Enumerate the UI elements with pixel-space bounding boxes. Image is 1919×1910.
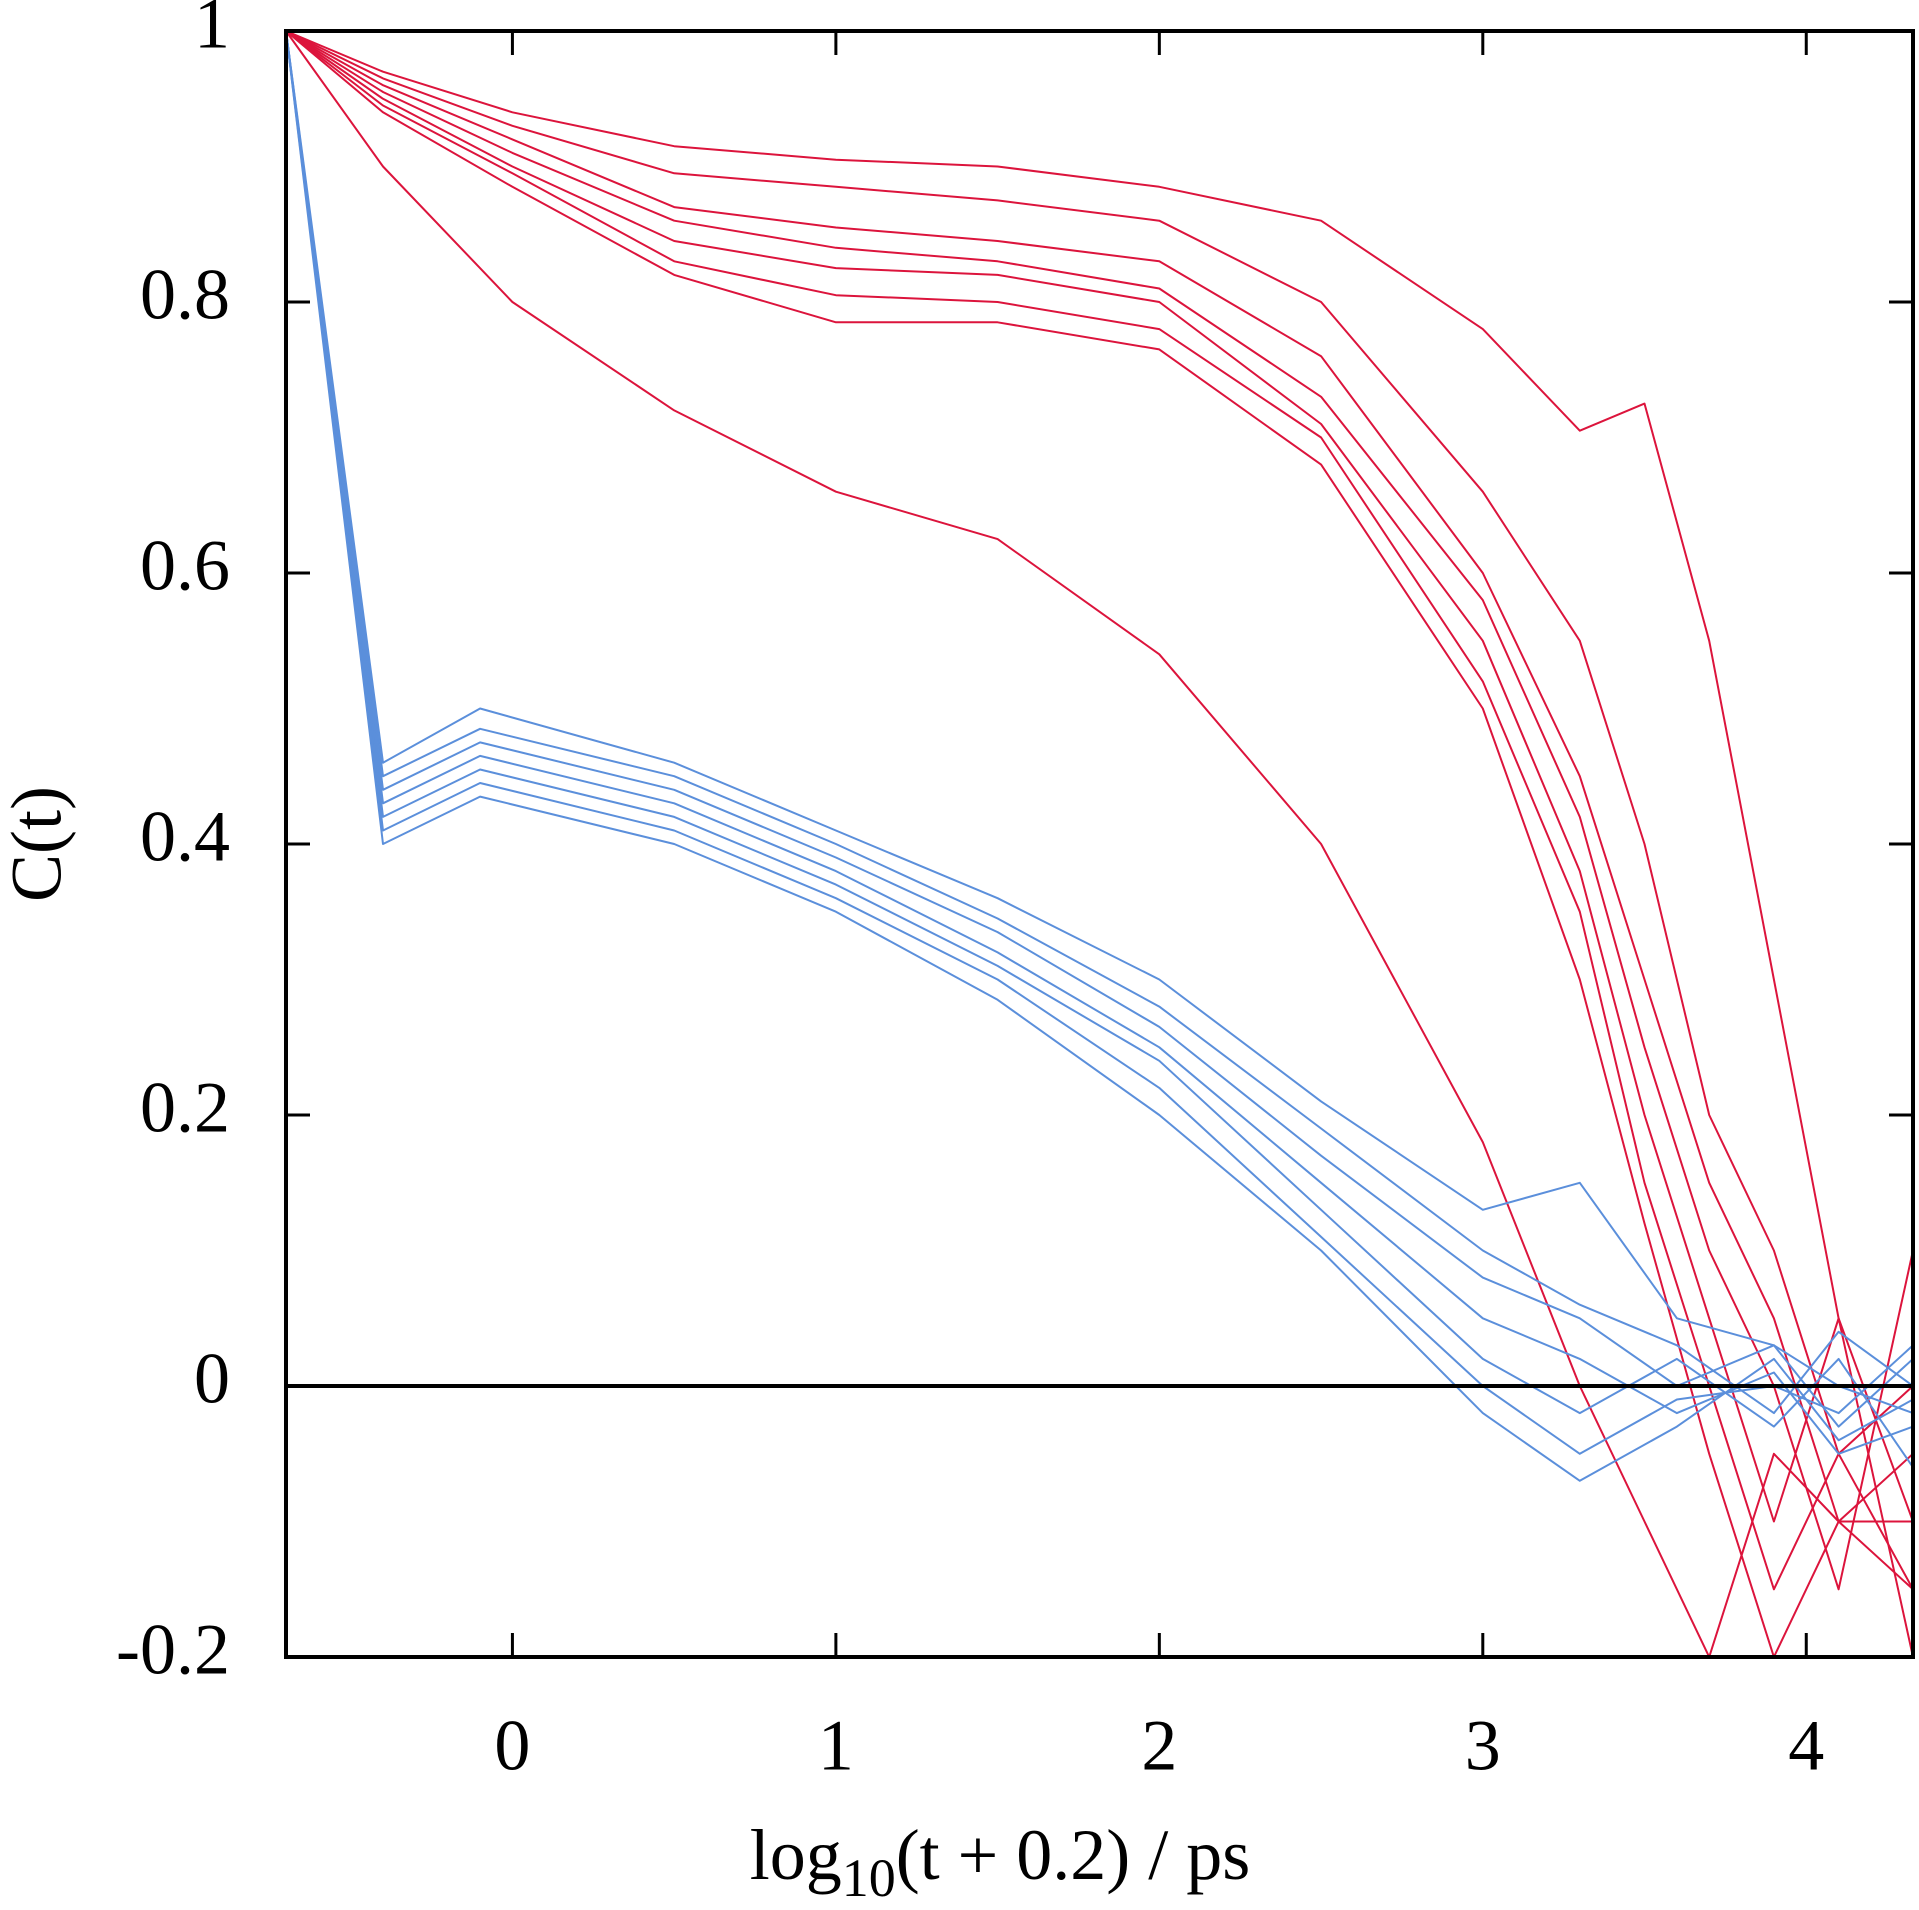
series-line — [285, 30, 1913, 1658]
x-tick-label: 3 — [1465, 1706, 1501, 1786]
series-line — [285, 30, 1914, 1482]
x-tick-label: 1 — [818, 1706, 854, 1786]
y-tick-label: 0.4 — [140, 797, 230, 877]
x-tick-label: 2 — [1141, 1706, 1177, 1786]
series-line — [285, 30, 1914, 1590]
x-tick-label: 4 — [1788, 1706, 1824, 1786]
x-label-subscript: 10 — [842, 1848, 896, 1908]
y-tick-label: 1 — [194, 0, 230, 64]
series-line — [285, 30, 1914, 1658]
series-line — [285, 30, 1914, 1591]
series-line — [285, 30, 1914, 1415]
axes: 1 0.8 0.6 0.4 0.2 0 -0.2 0 1 2 3 4 — [116, 0, 1915, 1786]
series-line — [285, 30, 1914, 1428]
x-label-rest: (t + 0.2) / ps — [896, 1815, 1251, 1895]
y-axis-label: C(t) — [0, 786, 77, 902]
y-tick-label: 0 — [194, 1339, 230, 1419]
y-tick-label: -0.2 — [116, 1610, 230, 1690]
series-line — [285, 30, 1914, 1591]
series-line — [285, 30, 1914, 1523]
series-line — [285, 30, 1914, 1455]
series-line — [285, 30, 1914, 1455]
series-line — [285, 30, 1914, 1522]
y-tick-label: 0.6 — [140, 526, 230, 606]
plot-lines — [285, 30, 1914, 1658]
series-line — [285, 30, 1914, 1468]
series-line — [285, 30, 1914, 1415]
x-axis-label: log10(t + 0.2) / ps — [750, 1815, 1251, 1909]
y-tick-label: 0.8 — [140, 255, 230, 335]
x-label-base: log — [750, 1815, 842, 1895]
series-line — [285, 30, 1914, 1658]
plot-frame — [284, 29, 1915, 1659]
x-tick-label: 0 — [494, 1706, 530, 1786]
y-tick-label: 0.2 — [140, 1068, 230, 1148]
